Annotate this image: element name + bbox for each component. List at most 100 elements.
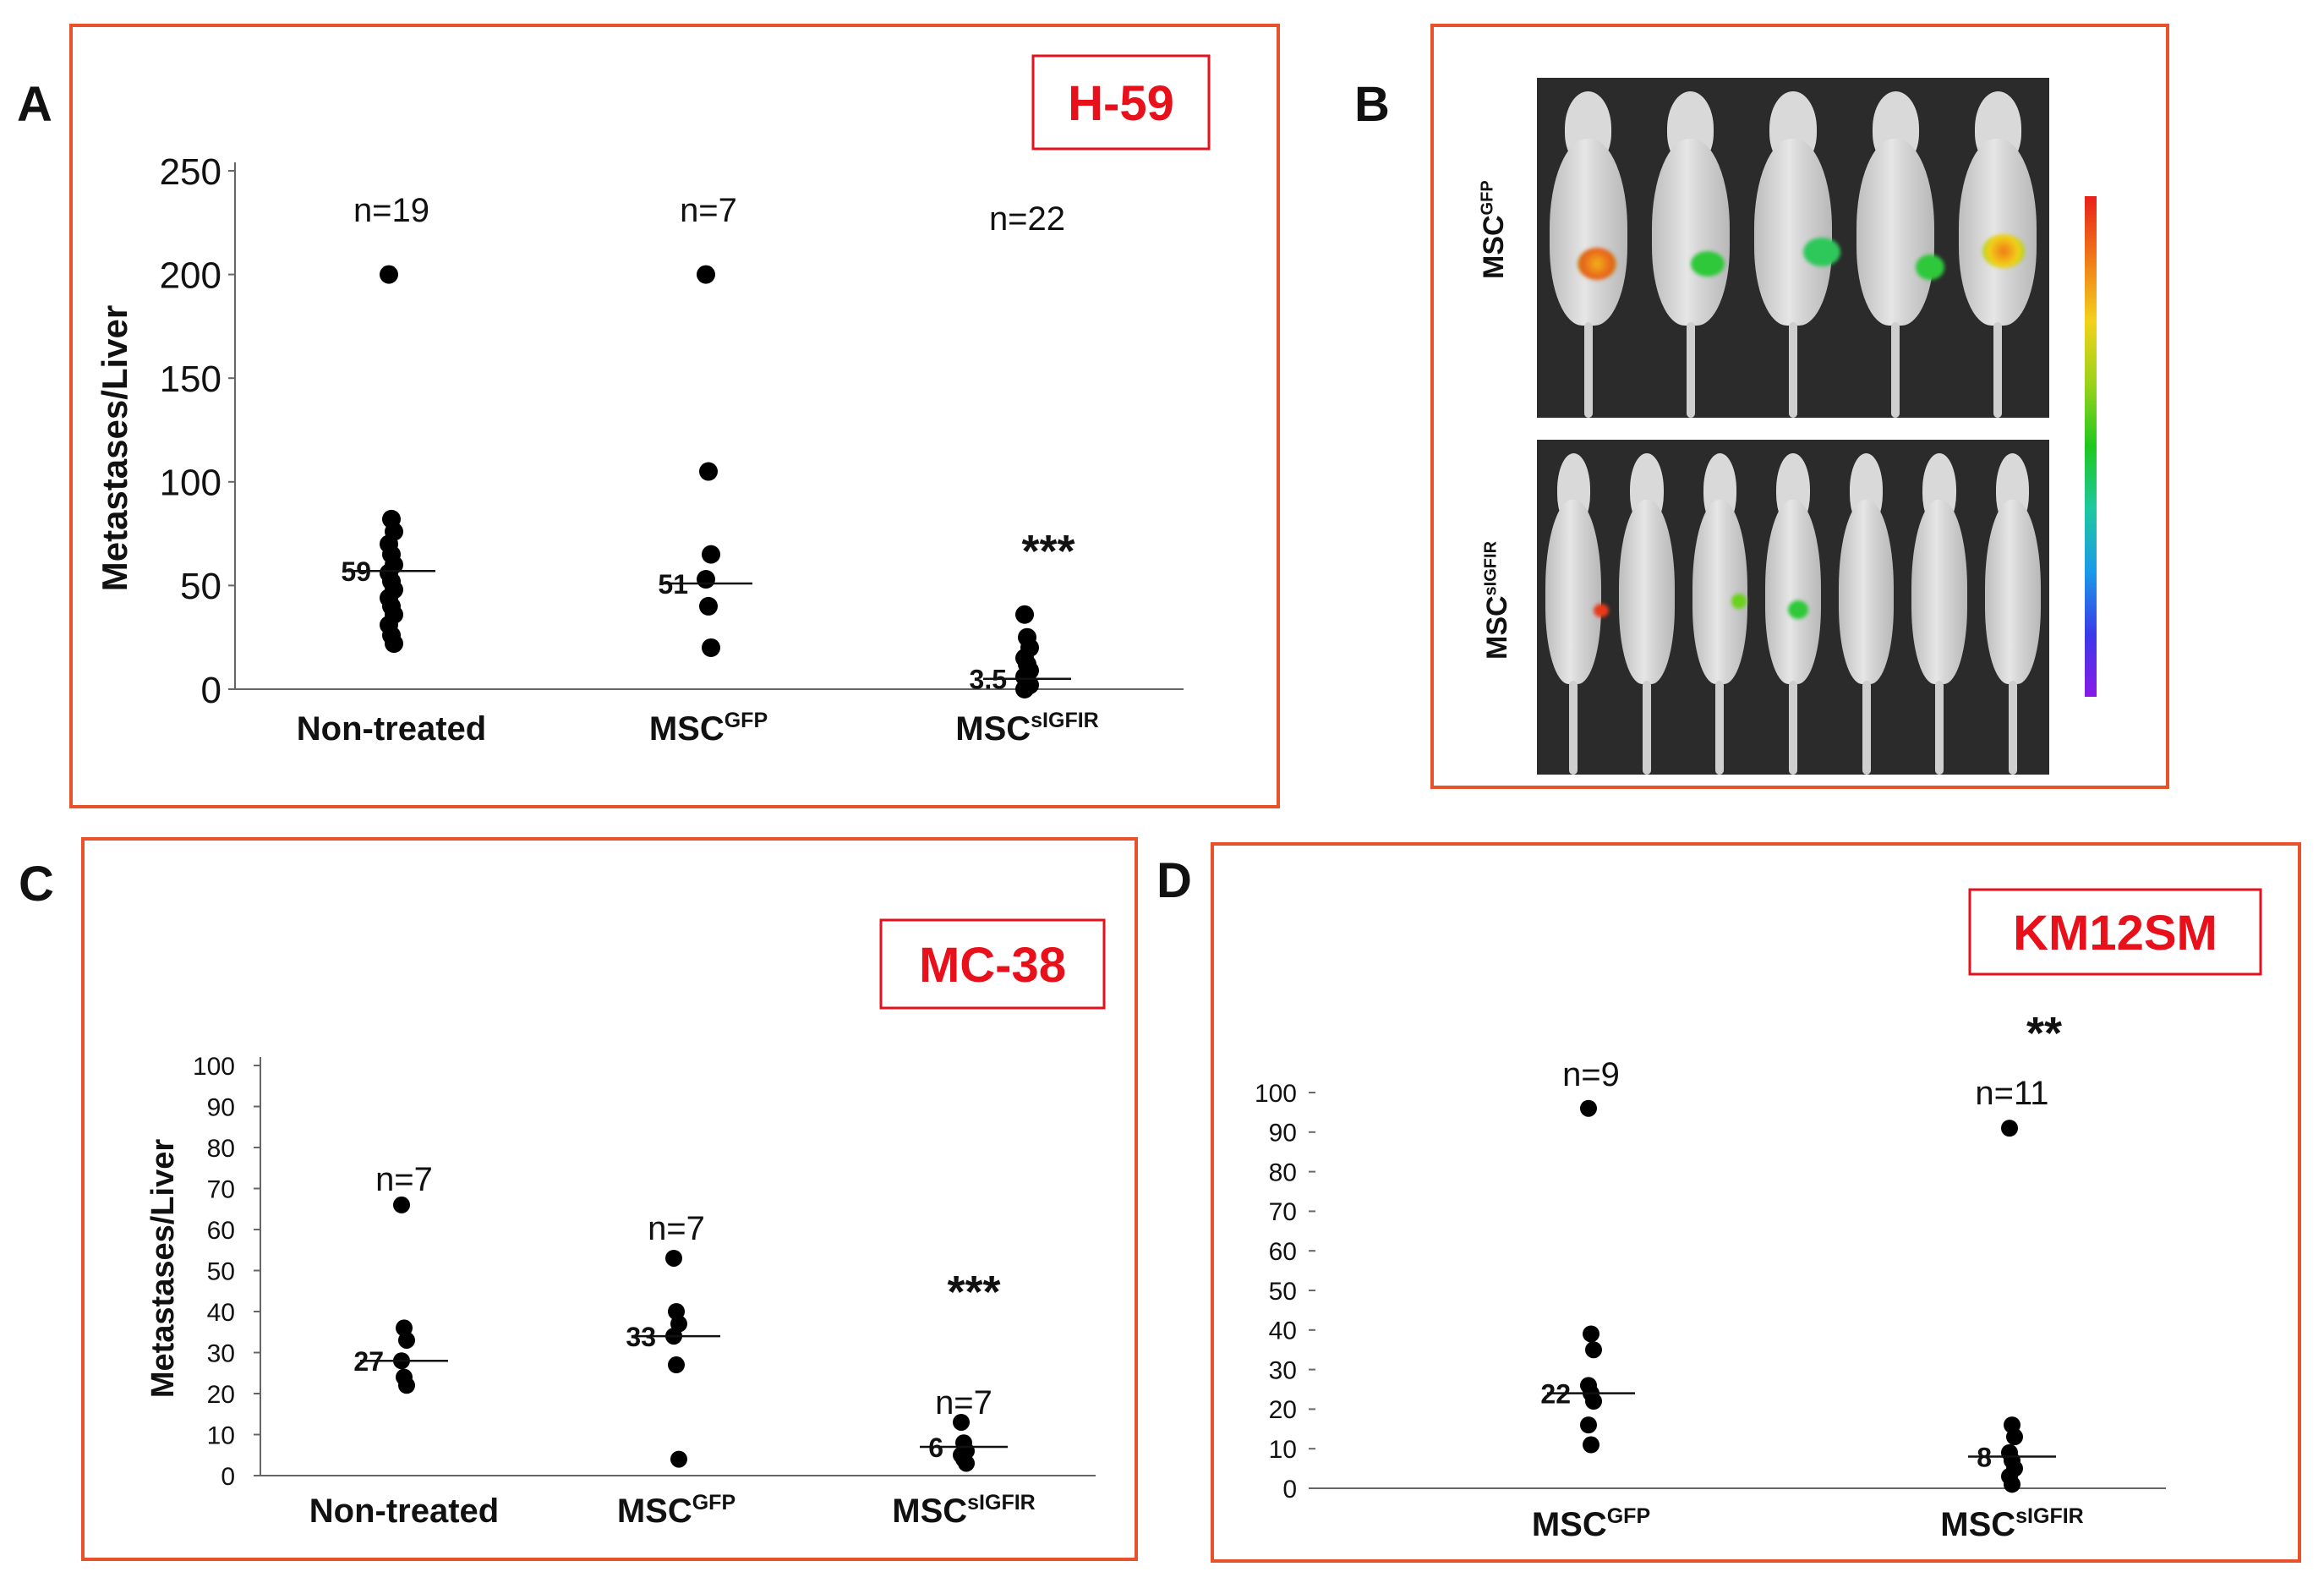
category-sup: GFP <box>725 709 768 732</box>
chart-a-data-point <box>702 545 720 564</box>
chart-c-y-tick-label: 40 <box>207 1299 235 1327</box>
chart-c-y-tick-label: 30 <box>207 1339 235 1367</box>
chart-d-y-tick-label: 0 <box>1282 1476 1297 1504</box>
chart-a-y-tick-label: 50 <box>180 566 221 607</box>
chart-a-y-tick-label: 250 <box>160 151 221 193</box>
panel-b-frame <box>1430 24 2169 789</box>
chart-d-data-point <box>1580 1099 1597 1117</box>
chart-c-data-point <box>953 1413 970 1431</box>
chart-d-data-point <box>1583 1436 1599 1454</box>
chart-c-y-tick-label: 10 <box>207 1421 235 1449</box>
mouse-tail <box>2008 681 2017 775</box>
chart-c-data-point <box>393 1196 410 1213</box>
mouse-body <box>1959 139 2037 326</box>
mouse-body <box>1911 500 1968 685</box>
chart-d-data-point <box>1580 1416 1597 1434</box>
msc-gfp-image <box>1537 78 2049 418</box>
chart-c-y-tick-label: 80 <box>207 1135 235 1163</box>
chart-c-y-tick-label: 90 <box>207 1093 235 1121</box>
panel-a-label: A <box>17 77 52 132</box>
category-sup: sIGFIR <box>1031 709 1099 732</box>
chart-d-data-point <box>2006 1428 2023 1446</box>
chart-a-n-label: n=7 <box>680 192 737 229</box>
chart-a-data-point <box>380 265 398 284</box>
mouse-body <box>1549 139 1627 326</box>
chart-a-significance: *** <box>1021 526 1075 577</box>
chart-c-data-point <box>668 1356 685 1374</box>
category-base: Non-treated <box>309 1493 499 1530</box>
mouse-body <box>1856 139 1935 326</box>
mouse-tail <box>1993 322 2003 418</box>
mouse-tail <box>1715 681 1725 775</box>
luminescence-signal <box>1803 237 1841 266</box>
mouse-body <box>1692 500 1748 685</box>
chart-d-median-label: 8 <box>1977 1443 1992 1473</box>
chart-c-data-point <box>958 1454 975 1472</box>
category-base: MSC <box>617 1493 692 1530</box>
chart-d-data-point <box>1585 1393 1602 1410</box>
category-sup: sIGFIR <box>967 1491 1036 1515</box>
mouse-tail <box>1686 322 1695 418</box>
chart-c-median-label: 33 <box>626 1322 656 1352</box>
chart-c-data-point <box>665 1249 682 1267</box>
chart-c-y-label: Metastases/Liver <box>145 1139 181 1398</box>
chart-a-title-box <box>1031 54 1211 151</box>
chart-c-y-tick-label: 70 <box>207 1175 235 1203</box>
chart-a-data-point <box>697 265 715 284</box>
category-base: MSC <box>1532 1506 1607 1543</box>
chart-a-category-label: MSCsIGFIR <box>955 709 1098 748</box>
chart-c-category-label: Non-treated <box>309 1493 499 1530</box>
msc-sigfir-image <box>1537 440 2049 775</box>
luminescence-signal <box>1690 251 1725 277</box>
chart-d-y-tick-label: 30 <box>1269 1356 1297 1384</box>
chart-a-median-label: 51 <box>658 569 688 600</box>
chart-c-y-tick-label: 100 <box>193 1053 235 1081</box>
luminescence-signal <box>1578 248 1617 280</box>
category-base: Non-treated <box>297 710 486 748</box>
category-base: MSC <box>649 710 725 748</box>
luminescence-colorbar <box>2085 196 2097 697</box>
luminescence-signal <box>1982 233 2026 268</box>
chart-d-category-label: MSCsIGFIR <box>1940 1504 2083 1543</box>
chart-d-title-box <box>1968 888 2262 976</box>
chart-d-n-label: n=9 <box>1562 1056 1620 1093</box>
mouse-tail <box>1583 322 1593 418</box>
chart-c-title: MC-38 <box>919 938 1066 993</box>
chart-d-y-tick-label: 80 <box>1269 1158 1297 1186</box>
mouse-body <box>1618 500 1675 685</box>
category-sup: sIGFIR <box>2015 1504 2084 1528</box>
chart-c-data-point <box>398 1331 415 1349</box>
chart-a-y-tick-label: 100 <box>160 463 221 504</box>
chart-c-data-point <box>670 1450 687 1468</box>
chart-d-median-label: 22 <box>1540 1379 1571 1410</box>
chart-c-significance: *** <box>947 1267 1000 1317</box>
chart-a-y-tick-label: 0 <box>201 670 221 711</box>
panel-c-label: C <box>19 857 54 912</box>
panel-b-label: B <box>1354 77 1390 132</box>
chart-d-y-tick-label: 70 <box>1269 1198 1297 1226</box>
chart-a-data-point <box>697 570 715 589</box>
chart-d-significance: ** <box>2026 1008 2062 1059</box>
chart-d-y-tick-label: 50 <box>1269 1278 1297 1306</box>
chart-c-n-label: n=7 <box>648 1210 705 1247</box>
panel-d-label: D <box>1157 853 1192 908</box>
chart-d-title: KM12SM <box>2013 906 2217 961</box>
mouse-body <box>1838 500 1895 685</box>
chart-a-category-label: MSCGFP <box>649 709 768 748</box>
chart-d-n-label: n=11 <box>1975 1075 2048 1112</box>
chart-d-data-point <box>2001 1120 2018 1137</box>
chart-d-y-tick-label: 10 <box>1269 1436 1297 1464</box>
panel-d-frame <box>1211 842 2301 1563</box>
chart-a-median-label: 3.5 <box>970 665 1007 695</box>
chart-a-y-label: Metastases/Liver <box>95 305 134 592</box>
mouse-tail <box>1642 681 1651 775</box>
chart-a-category-label: Non-treated <box>297 710 486 748</box>
chart-c-y-tick-label: 50 <box>207 1257 235 1285</box>
category-sup: GFP <box>1607 1504 1650 1528</box>
chart-a-data-point <box>699 462 718 481</box>
mouse-body <box>1651 139 1730 326</box>
chart-a-y-tick-label: 150 <box>160 359 221 400</box>
chart-a-title: H-59 <box>1068 76 1174 131</box>
mouse-tail <box>1891 322 1900 418</box>
